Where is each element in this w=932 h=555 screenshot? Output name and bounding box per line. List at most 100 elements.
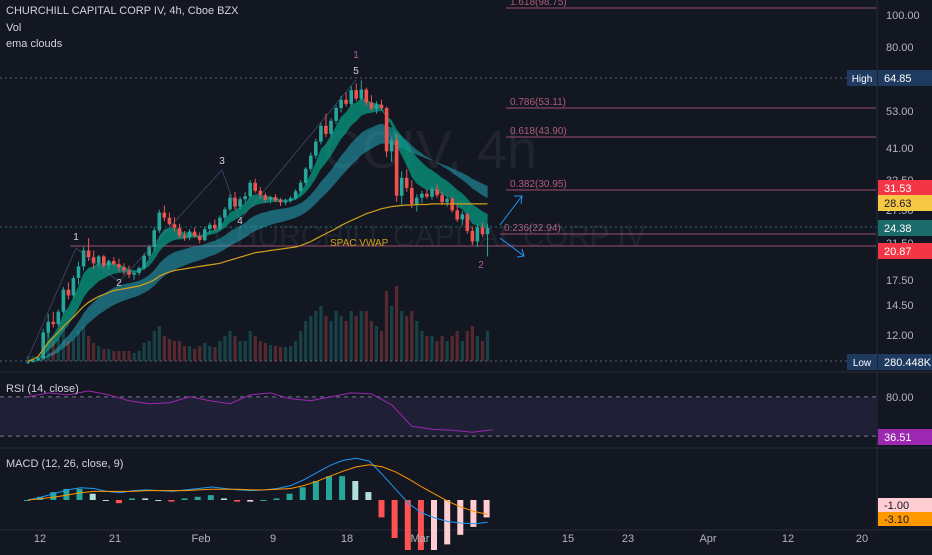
candle-body[interactable] xyxy=(157,212,162,231)
candle-body[interactable] xyxy=(430,189,434,197)
candle-body[interactable] xyxy=(233,197,237,207)
candle-body[interactable] xyxy=(425,193,429,197)
candle-body[interactable] xyxy=(167,217,172,225)
price-axis[interactable]: 100.0080.0053.0041.0032.5027.5021.5017.5… xyxy=(847,10,932,526)
candle-body[interactable] xyxy=(420,193,424,198)
candle-body[interactable] xyxy=(379,104,384,108)
candle-body[interactable] xyxy=(51,321,56,325)
candle-body[interactable] xyxy=(76,266,81,278)
candle-body[interactable] xyxy=(208,224,212,230)
candle-body[interactable] xyxy=(394,140,399,196)
candle-body[interactable] xyxy=(455,210,459,220)
macd-label[interactable]: MACD (12, 26, close, 9) xyxy=(6,458,124,470)
symbol-title[interactable]: CHURCHILL CAPITAL CORP IV, 4h, Cboe BZX xyxy=(6,5,239,17)
candle-body[interactable] xyxy=(440,195,444,203)
candle-body[interactable] xyxy=(228,197,232,210)
candle-body[interactable] xyxy=(465,214,470,231)
candle-body[interactable] xyxy=(283,200,288,203)
candle-body[interactable] xyxy=(192,231,197,237)
candle-body[interactable] xyxy=(187,231,192,238)
candle-body[interactable] xyxy=(435,189,439,196)
candle-body[interactable] xyxy=(197,236,202,241)
candle-body[interactable] xyxy=(253,182,257,191)
candle-body[interactable] xyxy=(268,197,273,200)
vol-indicator-label[interactable]: Vol xyxy=(6,22,22,34)
candle-body[interactable] xyxy=(142,255,146,269)
candle-body[interactable] xyxy=(460,214,465,220)
candle-body[interactable] xyxy=(127,270,131,275)
candle-body[interactable] xyxy=(263,195,268,200)
candle-body[interactable] xyxy=(410,187,414,204)
candle-body[interactable] xyxy=(314,141,318,156)
time-axis[interactable]: 12 21 Feb 9 18 Mar 15 23 Apr 12 20 xyxy=(34,533,868,545)
rsi-label[interactable]: RSI (14, close) xyxy=(6,383,79,395)
candle-body[interactable] xyxy=(374,104,379,109)
candle-body[interactable] xyxy=(202,229,207,241)
candle-body[interactable] xyxy=(172,224,177,228)
candle-body[interactable] xyxy=(334,108,338,121)
candle-body[interactable] xyxy=(152,230,156,247)
candle-body[interactable] xyxy=(41,332,45,359)
candle-body[interactable] xyxy=(293,191,298,199)
candle-body[interactable] xyxy=(339,99,343,108)
candle-body[interactable] xyxy=(450,198,454,211)
candle-body[interactable] xyxy=(485,228,490,235)
candle-body[interactable] xyxy=(298,182,303,192)
candle-body[interactable] xyxy=(66,289,71,296)
ema-clouds-label[interactable]: ema clouds xyxy=(6,38,63,50)
candle-body[interactable] xyxy=(324,125,328,134)
candle-body[interactable] xyxy=(329,120,333,134)
candle-body[interactable] xyxy=(278,200,283,203)
candle-body[interactable] xyxy=(86,250,91,258)
candle-body[interactable] xyxy=(319,125,323,142)
candle-body[interactable] xyxy=(309,155,313,169)
candle-body[interactable] xyxy=(480,227,485,235)
candle-body[interactable] xyxy=(238,199,242,207)
candle-body[interactable] xyxy=(122,267,126,271)
candle-body[interactable] xyxy=(46,321,50,333)
candle-body[interactable] xyxy=(475,227,480,242)
candle-body[interactable] xyxy=(359,89,364,99)
candle-body[interactable] xyxy=(107,261,111,266)
candle-body[interactable] xyxy=(470,231,475,242)
candle-body[interactable] xyxy=(258,190,263,196)
candle-body[interactable] xyxy=(404,177,409,188)
candle-body[interactable] xyxy=(177,227,182,236)
candle-body[interactable] xyxy=(384,108,389,152)
candle-body[interactable] xyxy=(218,217,222,229)
candle-body[interactable] xyxy=(349,90,353,104)
candle-body[interactable] xyxy=(96,256,101,264)
candle-body[interactable] xyxy=(213,224,217,229)
candle-body[interactable] xyxy=(223,209,227,218)
candle-body[interactable] xyxy=(162,212,167,218)
candle-body[interactable] xyxy=(389,140,394,152)
candle-body[interactable] xyxy=(91,257,96,264)
candle-body[interactable] xyxy=(445,198,449,203)
candle-body[interactable] xyxy=(102,256,106,266)
candle-body[interactable] xyxy=(56,311,61,325)
candle-body[interactable] xyxy=(273,197,278,201)
candle-body[interactable] xyxy=(31,360,35,362)
candle-body[interactable] xyxy=(369,102,374,109)
candle-body[interactable] xyxy=(364,89,369,103)
candles[interactable] xyxy=(26,80,490,364)
candle-body[interactable] xyxy=(354,90,358,99)
candle-body[interactable] xyxy=(415,197,419,204)
candle-body[interactable] xyxy=(117,264,121,268)
candle-body[interactable] xyxy=(344,99,348,104)
candle-body[interactable] xyxy=(243,196,247,200)
candle-body[interactable] xyxy=(303,168,308,183)
candle-body[interactable] xyxy=(112,261,116,265)
candle-body[interactable] xyxy=(61,289,66,312)
candle-body[interactable] xyxy=(182,235,187,238)
candle-body[interactable] xyxy=(26,361,30,363)
candle-body[interactable] xyxy=(248,182,252,197)
candle-body[interactable] xyxy=(81,250,86,267)
candle-body[interactable] xyxy=(288,198,293,201)
candle-body[interactable] xyxy=(71,278,76,296)
candle-body[interactable] xyxy=(132,273,136,275)
candle-body[interactable] xyxy=(147,247,151,256)
candle-body[interactable] xyxy=(399,177,404,196)
candle-body[interactable] xyxy=(137,268,141,273)
